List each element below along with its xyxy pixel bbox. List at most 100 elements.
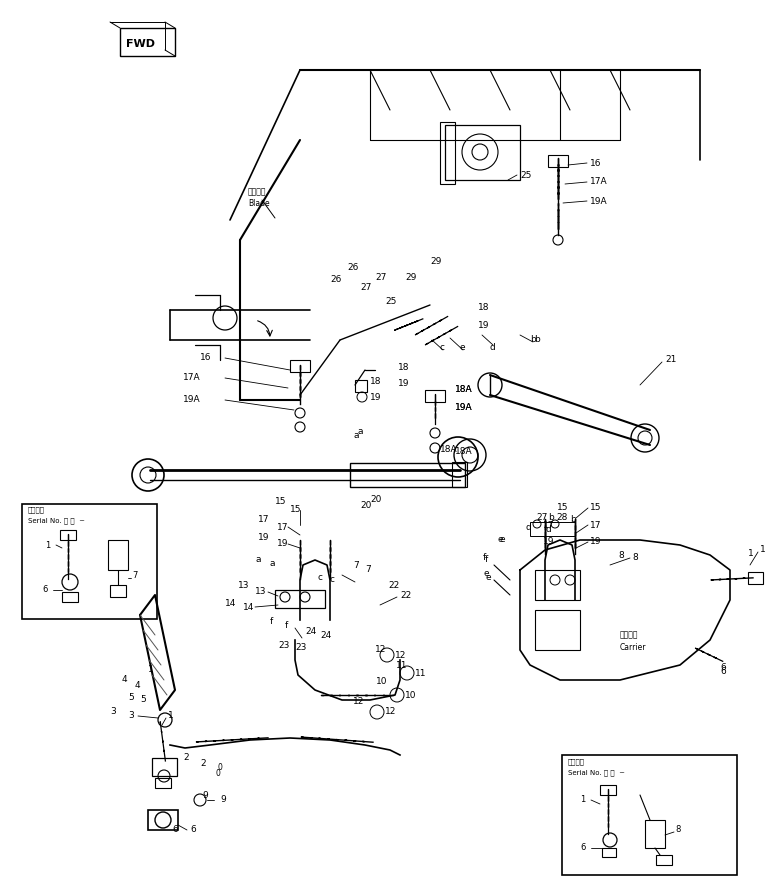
- Text: 適用号機: 適用号機: [568, 759, 585, 765]
- Text: 19: 19: [398, 379, 410, 389]
- Text: 28: 28: [556, 514, 567, 523]
- Bar: [562, 755, 737, 875]
- Text: 1: 1: [760, 546, 765, 555]
- Text: 13: 13: [255, 588, 266, 597]
- Text: 26: 26: [347, 263, 358, 272]
- Text: 26: 26: [330, 276, 341, 285]
- Text: f: f: [285, 621, 288, 630]
- Bar: [445, 125, 520, 180]
- Bar: [748, 572, 763, 584]
- Bar: [275, 590, 325, 608]
- Text: 18: 18: [370, 377, 381, 386]
- Text: 6: 6: [42, 585, 48, 594]
- Text: Serial No. ・ ・  ~: Serial No. ・ ・ ~: [28, 517, 85, 524]
- Bar: [452, 462, 467, 487]
- Text: 19: 19: [258, 533, 269, 541]
- Text: 22: 22: [388, 581, 400, 590]
- Text: 9: 9: [220, 796, 226, 805]
- Text: 19: 19: [543, 538, 554, 547]
- Text: e: e: [497, 535, 503, 544]
- Text: 19: 19: [277, 540, 289, 549]
- Text: 20: 20: [370, 495, 381, 505]
- Bar: [120, 28, 175, 56]
- Text: b: b: [548, 514, 554, 523]
- Text: 24: 24: [305, 626, 316, 635]
- Text: 1: 1: [168, 712, 174, 721]
- Text: b: b: [534, 335, 540, 344]
- Bar: [350, 463, 465, 487]
- Text: キャリヤ: キャリヤ: [620, 631, 638, 640]
- Text: a: a: [270, 558, 276, 567]
- Text: 1: 1: [45, 541, 50, 549]
- Text: 1: 1: [748, 549, 754, 558]
- Text: 4: 4: [122, 675, 128, 684]
- Bar: [600, 785, 616, 795]
- Bar: [425, 390, 445, 402]
- Text: 19: 19: [370, 393, 381, 402]
- Bar: [152, 758, 177, 776]
- Text: 18: 18: [478, 303, 490, 312]
- Bar: [530, 522, 575, 536]
- Text: 17: 17: [543, 521, 554, 530]
- Text: 19A: 19A: [183, 395, 201, 404]
- Text: 23: 23: [295, 643, 306, 653]
- Text: d: d: [525, 524, 531, 533]
- Text: 20: 20: [360, 500, 371, 509]
- Text: 6: 6: [720, 664, 726, 673]
- Bar: [535, 610, 580, 650]
- Text: 21: 21: [665, 356, 676, 365]
- Text: 10: 10: [376, 678, 387, 687]
- Text: 9: 9: [202, 791, 208, 800]
- Text: 11: 11: [396, 662, 407, 671]
- Bar: [440, 122, 455, 184]
- Text: 25: 25: [385, 298, 397, 307]
- Text: 13: 13: [238, 581, 249, 590]
- Text: 12: 12: [353, 698, 364, 706]
- Bar: [108, 540, 128, 570]
- Text: 7: 7: [132, 572, 137, 581]
- Text: 14: 14: [243, 602, 254, 612]
- Text: 15: 15: [290, 506, 302, 515]
- Bar: [22, 504, 157, 619]
- Text: 27: 27: [375, 274, 387, 283]
- Text: 18A: 18A: [455, 385, 473, 394]
- Text: Serial No. ・ ・  ~: Serial No. ・ ・ ~: [568, 770, 625, 776]
- Text: 16: 16: [590, 159, 601, 168]
- Text: 6: 6: [580, 844, 585, 853]
- Bar: [155, 778, 171, 788]
- Text: 8: 8: [632, 554, 638, 563]
- Text: 8: 8: [675, 825, 681, 835]
- Text: 19A: 19A: [455, 403, 473, 412]
- Text: 17A: 17A: [590, 178, 608, 186]
- Text: 19: 19: [590, 538, 601, 547]
- Text: 3: 3: [128, 712, 134, 721]
- Text: 17A: 17A: [183, 374, 201, 383]
- Text: e: e: [460, 343, 466, 352]
- Text: f: f: [270, 617, 273, 626]
- Text: FWD: FWD: [126, 39, 155, 49]
- Text: a: a: [256, 556, 262, 565]
- Text: 6: 6: [720, 667, 726, 676]
- Bar: [62, 592, 78, 602]
- Text: 3: 3: [110, 707, 115, 716]
- Text: 15: 15: [275, 498, 286, 507]
- Text: 25: 25: [520, 170, 531, 179]
- Text: 15: 15: [590, 503, 601, 513]
- Text: 0: 0: [215, 769, 220, 778]
- Bar: [602, 848, 616, 857]
- Text: 18: 18: [398, 364, 410, 373]
- Text: 16: 16: [200, 353, 212, 362]
- Text: 4: 4: [135, 681, 141, 690]
- Text: 12: 12: [385, 707, 397, 716]
- Bar: [548, 155, 568, 167]
- Bar: [535, 570, 580, 600]
- Text: 15: 15: [557, 503, 568, 513]
- Text: 22: 22: [400, 591, 411, 599]
- Text: 29: 29: [405, 274, 417, 283]
- Text: f: f: [485, 556, 488, 565]
- Text: 29: 29: [430, 258, 441, 267]
- Text: 2: 2: [200, 759, 206, 769]
- Text: a: a: [358, 427, 363, 436]
- Text: 18A: 18A: [455, 448, 473, 457]
- Text: 27: 27: [360, 284, 371, 293]
